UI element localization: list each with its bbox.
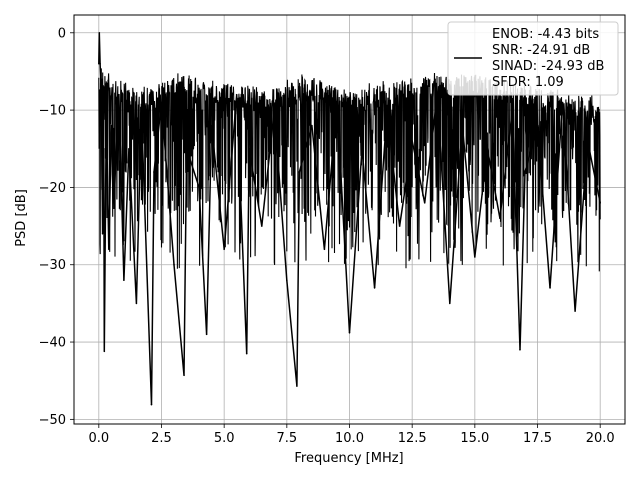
psd-point [235,93,238,96]
psd-point [436,93,439,96]
legend-entry: SINAD: -24.93 dB [492,59,604,74]
psd-point [423,202,426,204]
psd-point [574,310,576,312]
psd-point [113,202,115,204]
x-tick-label: 5.0 [214,431,235,446]
psd-point [398,225,401,227]
legend-entry: ENOB: -4.43 bits [492,27,599,42]
x-tick-label: 2.5 [151,431,172,446]
x-tick-label: 12.5 [398,431,427,446]
x-tick-label: 0.0 [88,431,109,446]
psd-point [245,352,248,355]
psd-point [223,248,225,251]
psd-point [336,101,338,104]
y-tick-label: −50 [39,413,66,428]
psd-point [411,140,413,142]
psd-point [311,124,313,127]
y-tick-label: −20 [39,181,66,196]
psd-point [99,62,101,65]
psd-point [599,202,601,204]
psd-point [103,147,105,150]
psd-point [260,225,263,227]
psd-point [98,62,100,65]
psd-point [128,147,130,150]
psd-point [448,302,451,305]
psd-point [298,171,301,173]
y-tick-label: 0 [58,26,66,41]
psd-point [486,147,489,150]
psd-point [323,248,326,251]
psd-point [185,147,188,150]
psd-point [519,348,521,351]
psd-point [210,124,213,127]
psd-point [536,124,539,127]
y-axis-label: PSD [dB] [14,189,29,247]
psd-point [586,140,589,142]
psd-point [98,31,101,34]
x-tick-label: 20.0 [586,431,615,446]
x-tick-label: 15.0 [460,431,489,446]
psd-point [474,256,476,258]
psd-point [150,403,153,406]
psd-point [160,101,163,104]
x-axis-label: Frequency [MHz] [294,451,403,466]
psd-point [461,124,464,127]
legend-entry: SFDR: 1.09 [492,75,564,90]
x-tick-label: 7.5 [276,431,297,446]
psd-point [549,287,551,289]
psd-point [296,385,298,387]
y-tick-label: −10 [39,104,66,119]
psd-point [173,263,175,266]
psd-point [118,93,120,96]
legend-entry: SNR: -24.91 dB [492,43,590,58]
psd-point [100,93,103,96]
psd-point [561,101,564,104]
psd-point [123,279,125,281]
psd-point [524,171,526,173]
psd-point [273,109,276,111]
psd-point [511,109,514,111]
legend-box [447,21,619,96]
psd-point [153,171,155,173]
y-tick-label: −30 [39,258,66,273]
x-tick-label: 17.5 [523,431,552,446]
psd-point [108,248,110,251]
psd-point [135,302,138,305]
psd-point [140,109,143,111]
psd-point [103,350,106,353]
psd-point [101,233,104,235]
psd-point [205,333,208,336]
y-tick-label: −40 [39,336,66,351]
psd-point [373,287,376,289]
psd-point [348,331,351,334]
psd-point [183,374,185,377]
psd-point [105,109,108,111]
psd-point [110,124,113,127]
psd-point [386,109,388,111]
psd-point [286,279,288,281]
x-tick-label: 10.0 [335,431,364,446]
psd-point [198,186,200,189]
psd-point [499,217,501,220]
psd-point [361,147,363,150]
psd-point [248,147,251,150]
